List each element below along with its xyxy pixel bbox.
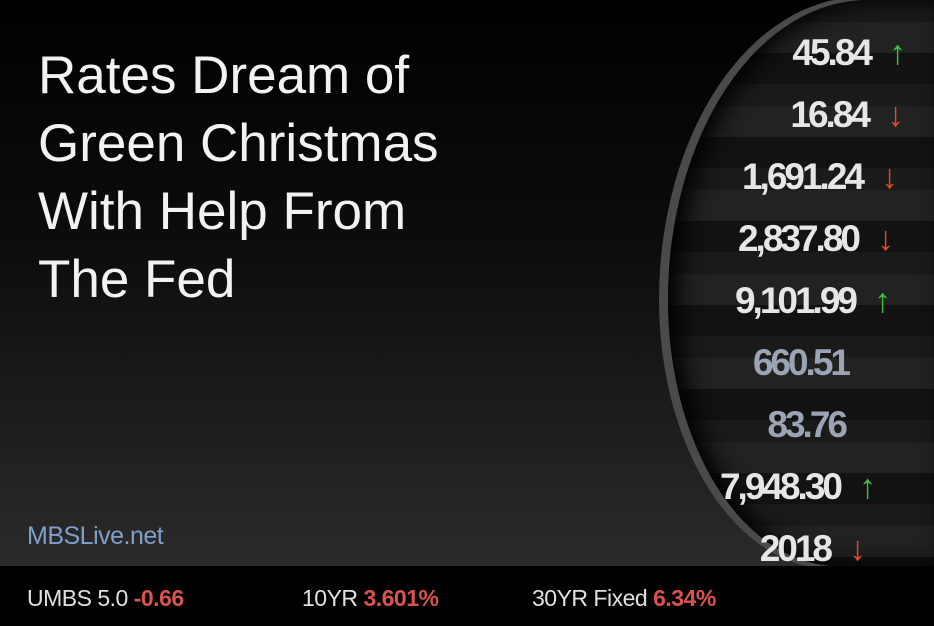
magnifier-row: 83.76 [668,394,934,456]
arrow-up-icon: ↑ [874,282,891,320]
ticker-value: 3.601% [363,585,439,611]
arrow-down-icon: ↓ [881,158,898,196]
magnifier-value: 83.76 [767,404,848,445]
arrow-down-icon: ↓ [877,220,894,258]
headline: Rates Dream of Green Christmas With Help… [38,46,439,309]
magnifier-value: 1,691.24 [741,156,865,197]
magnifier-value: 7,948.30 [719,466,843,507]
ticker-value: -0.66 [133,585,184,611]
magnifier-image: 45.84 ↑ 16.84 ↓ 1,691.24 ↓ 2,837.80 ↓ 9,101.99 ↑ 6… [668,0,934,569]
ticker-label: 10YR [302,585,358,611]
magnifier-row: 9,101.99 ↑ [668,270,934,332]
magnifier-value: 2,837.80 [737,218,861,259]
arrow-up-icon: ↑ [859,468,876,506]
magnifier-value: 2018 [759,528,833,569]
magnifier-value: 660.51 [752,342,851,383]
ticker-label: 30YR Fixed [532,585,648,611]
arrow-up-icon: ↑ [889,34,906,72]
magnifier-value: 16.84 [790,94,871,135]
ticker-10yr: 10YR 3.601% [302,585,439,612]
arrow-down-icon: ↓ [849,530,866,568]
magnifier-row: 2,837.80 ↓ [668,208,934,270]
arrow-down-icon: ↓ [887,96,904,134]
ticker-value: 6.34% [653,585,716,611]
magnifier-row: 2018 ↓ [668,518,934,580]
magnifier-row: 7,948.30 ↑ [668,456,934,518]
ticker-label: UMBS 5.0 [27,585,128,611]
site-link[interactable]: MBSLive.net [27,522,164,550]
magnifier-row: 16.84 ↓ [668,84,934,146]
magnifier-row: 1,691.24 ↓ [668,146,934,208]
magnifier-value: 9,101.99 [734,280,858,321]
ticker-umbs: UMBS 5.0 -0.66 [27,585,184,612]
magnifier-row: 660.51 [668,332,934,394]
magnifier-value: 45.84 [792,32,873,73]
ticker-bar: UMBS 5.0 -0.66 10YR 3.601% 30YR Fixed 6.… [0,566,934,626]
magnifier-row: 45.84 ↑ [668,22,934,84]
ticker-30yr: 30YR Fixed 6.34% [532,585,716,612]
